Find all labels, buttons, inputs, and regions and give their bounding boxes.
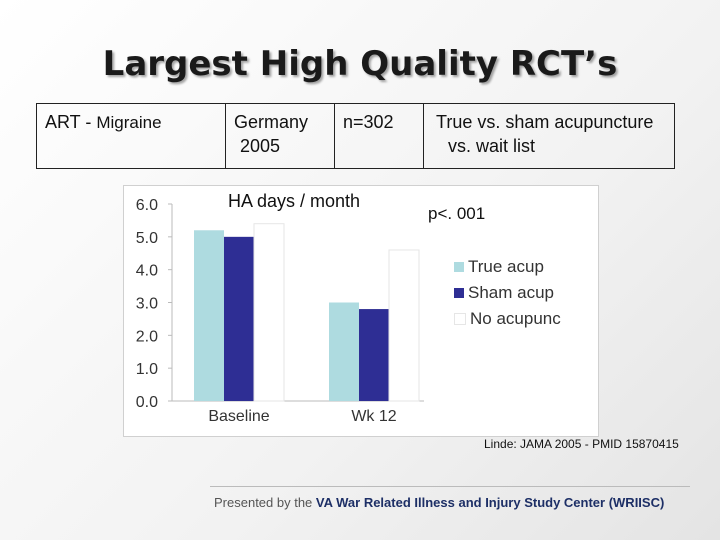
- y-tick-label: 0.0: [136, 394, 158, 411]
- location-year: 2005: [240, 136, 281, 156]
- legend-label: Sham acup: [468, 283, 554, 302]
- y-tick-label: 4.0: [136, 263, 158, 280]
- bar: [359, 309, 389, 401]
- legend-label: No acupunc: [470, 309, 561, 328]
- condition-cell: ART - Migraine: [36, 103, 226, 169]
- y-tick-label: 2.0: [136, 328, 158, 345]
- bar-chart-svg: 6.0 5.0 4.0 3.0 2.0 1.0 0.0 Baseline Wk 12: [136, 197, 424, 425]
- y-tick-label: 6.0: [136, 197, 158, 214]
- legend-swatch: [454, 262, 464, 272]
- location-country: Germany: [234, 112, 309, 132]
- bar: [329, 302, 359, 401]
- p-value-label: p<. 001: [428, 204, 486, 223]
- comparison-line2: vs. wait list: [448, 136, 536, 156]
- legend-swatch: [454, 313, 466, 325]
- slide-title: Largest High Quality RCT’s: [102, 44, 618, 84]
- citation: Linde: JAMA 2005 - PMID 15870415: [484, 437, 679, 451]
- legend-label: True acup: [468, 257, 544, 276]
- bar: [253, 223, 285, 402]
- bar: [388, 249, 420, 402]
- study-info-table: ART - Migraine Germany 2005 n=302 True v…: [36, 103, 675, 169]
- condition-prefix: ART -: [45, 112, 97, 132]
- legend-item: Sham acup: [454, 280, 561, 306]
- sample-cell: n=302: [334, 103, 424, 169]
- chart-legend: True acup Sham acup No acupunc: [454, 254, 561, 332]
- footer-prefix: Presented by the: [214, 495, 316, 510]
- bar: [194, 230, 224, 401]
- bar-chart: 6.0 5.0 4.0 3.0 2.0 1.0 0.0 Baseline Wk 12: [123, 185, 599, 437]
- comparison-cell: True vs. sham acupuncture vs. wait list: [423, 103, 675, 169]
- x-tick-label: Baseline: [208, 408, 269, 425]
- legend-item: True acup: [454, 254, 561, 280]
- bar: [224, 236, 254, 401]
- y-tick-label: 3.0: [136, 296, 158, 313]
- y-tick-label: 1.0: [136, 361, 158, 378]
- footer-org: VA War Related Illness and Injury Study …: [315, 495, 665, 510]
- legend-item: No acupunc: [454, 306, 561, 332]
- sample-size: n=302: [343, 112, 394, 132]
- x-tick-label: Wk 12: [351, 408, 396, 425]
- legend-swatch: [454, 288, 464, 298]
- condition-name: Migraine: [96, 113, 162, 132]
- y-tick-label: 5.0: [136, 230, 158, 247]
- comparison-line1: True vs. sham acupuncture: [436, 112, 654, 132]
- location-cell: Germany 2005: [225, 103, 335, 169]
- chart-measure-label: HA days / month: [228, 191, 361, 211]
- footer-text: Presented by the VA War Related Illness …: [214, 495, 664, 510]
- footer-divider: [210, 486, 690, 487]
